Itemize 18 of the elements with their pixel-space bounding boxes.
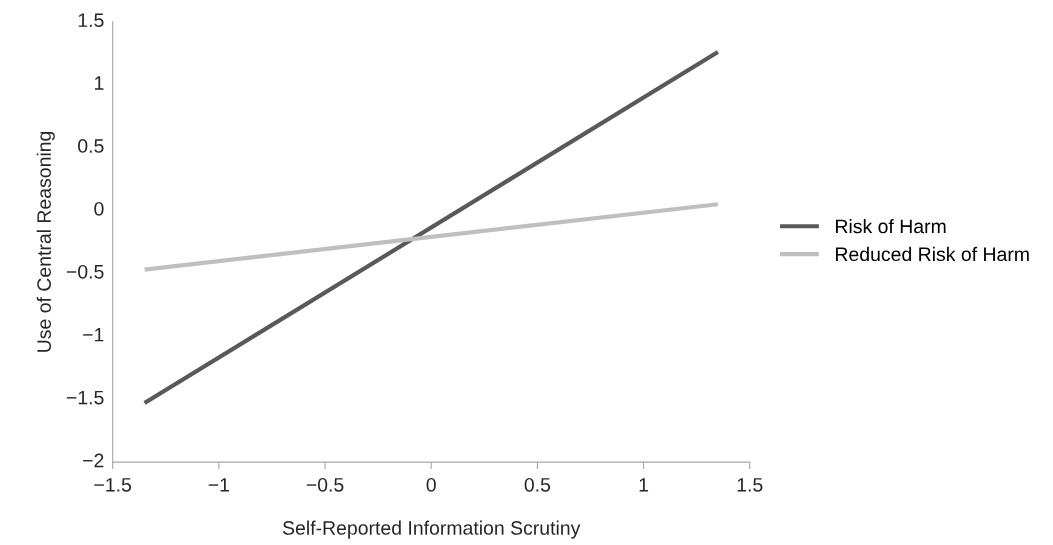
x-tick-label: 0.5 bbox=[524, 477, 551, 492]
x-axis-title: Self-Reported Information Scrutiny bbox=[282, 520, 581, 539]
y-tick-label: −1 bbox=[83, 327, 104, 342]
x-tick-label: 0 bbox=[426, 477, 436, 492]
x-tick-label: 1.5 bbox=[737, 478, 763, 492]
y-tick-label: 1.5 bbox=[78, 13, 104, 28]
x-tick-label: −1 bbox=[208, 478, 229, 492]
y-tick-label: −1.5 bbox=[66, 390, 104, 405]
legend-label: Risk of Harm bbox=[836, 218, 946, 234]
y-tick-label: 0 bbox=[94, 201, 104, 216]
legend-label: Reduced Risk of Harm bbox=[836, 246, 1029, 262]
y-tick-label: 1 bbox=[95, 76, 104, 90]
x-tick-label: 1 bbox=[639, 478, 649, 492]
y-tick-label: −0.5 bbox=[66, 264, 104, 279]
y-tick-label: −2 bbox=[83, 453, 104, 468]
y-axis-title: Use of Central Reasoning bbox=[36, 131, 55, 352]
y-tick-label: 0.5 bbox=[78, 139, 104, 153]
x-tick-label: −0.5 bbox=[306, 477, 344, 492]
